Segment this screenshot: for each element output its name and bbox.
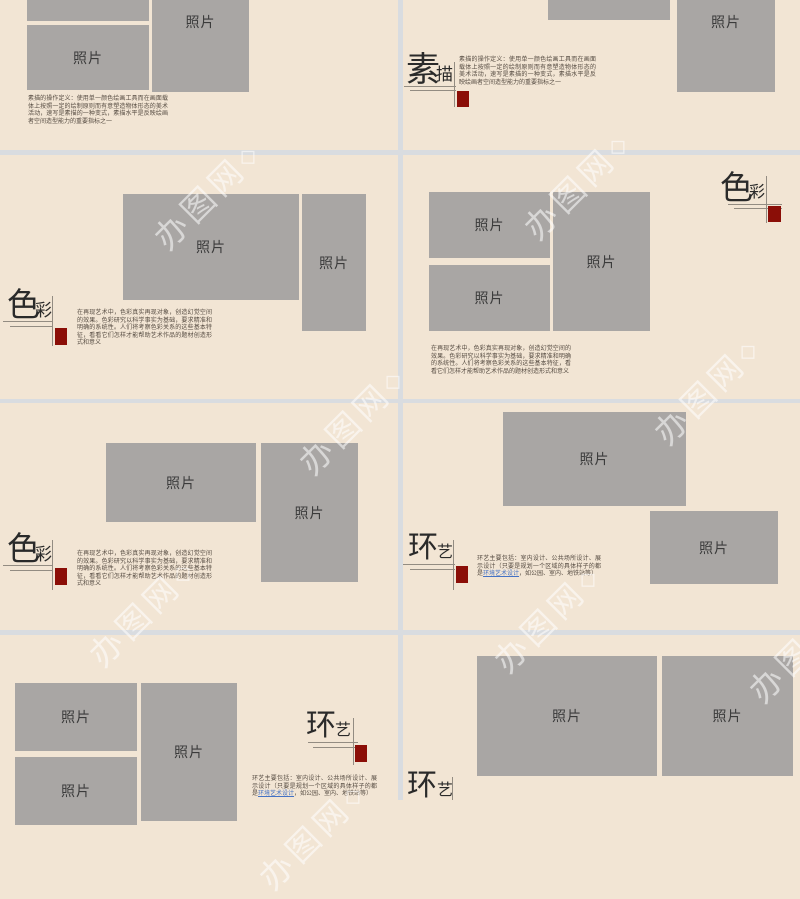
photo-placeholder-label: 照片 <box>699 539 729 556</box>
photo-placeholder-label: 照片 <box>73 49 103 66</box>
title-tick <box>766 176 767 223</box>
photo-placeholder-label: 照片 <box>185 14 216 30</box>
accent-square <box>456 566 468 583</box>
title-underline <box>410 569 455 570</box>
photo-placeholder: 照片 <box>15 757 137 825</box>
photo-placeholder: 照片 <box>27 25 149 90</box>
photo-placeholder: 照片 <box>650 511 778 584</box>
title-underline <box>313 747 355 748</box>
title-tick <box>453 540 454 590</box>
photo-placeholder-label: 照片 <box>319 254 349 271</box>
title-underline <box>728 204 782 205</box>
photo-placeholder-label: 照片 <box>552 708 582 724</box>
accent-square <box>457 91 469 107</box>
photo-placeholder-label: 照片 <box>174 744 204 760</box>
title-underline <box>3 321 53 322</box>
photo-placeholder-label: 照片 <box>474 290 505 306</box>
env-art-design-link[interactable]: 环境艺术设计 <box>483 571 520 578</box>
title-underline <box>410 90 456 91</box>
slide5-title-big: 色 <box>7 530 40 567</box>
slide7-description-pre: 环艺主要包括：室内设计、公共场所设计、展示设计（只要是规划一个区域的具体样子的都… <box>252 776 377 798</box>
slide8-title-small: 艺 <box>437 782 454 799</box>
title-underline <box>10 570 53 571</box>
slide7-description: 环艺主要包括：室内设计、公共场所设计、展示设计（只要是规划一个区域的具体样子的都… <box>252 776 377 799</box>
slide4-title-big: 色 <box>720 169 753 206</box>
title-tick <box>353 718 354 765</box>
title-underline <box>3 565 53 566</box>
slide4-title-small: 彩 <box>749 184 766 201</box>
title-underline <box>734 208 782 209</box>
photo-placeholder: 照片 <box>429 192 550 258</box>
photo-placeholder: 照片 <box>548 0 670 20</box>
slide7-title-small: 艺 <box>335 722 352 739</box>
photo-placeholder: 照片 <box>553 192 650 331</box>
title-tick <box>454 62 455 107</box>
slide3-title-big: 色 <box>7 286 40 323</box>
slide4-description: 在再现艺术中，色彩真实再现对象，创造幻觉空间的效果。色彩研究以科学事实为基础，要… <box>431 346 571 375</box>
slide1-description: 素描的操作定义：使用单一颜色绘画工具而在画面载体上按照一定的绘制原则而有意塑造物… <box>28 96 168 125</box>
accent-square <box>768 206 781 222</box>
photo-placeholder: 照片 <box>503 412 686 506</box>
photo-placeholder: 照片 <box>302 194 366 331</box>
photo-placeholder: 照片 <box>677 0 775 92</box>
slide6-title-small: 艺 <box>437 544 454 561</box>
photo-placeholder-label: 照片 <box>712 708 743 724</box>
photo-placeholder: 照片 <box>662 656 793 776</box>
photo-placeholder-label: 照片 <box>196 239 226 255</box>
slide6-description-post: ，如公园、室内、地铁站等） <box>519 571 598 578</box>
title-tick <box>52 540 53 590</box>
slide2-title-small: 描 <box>436 65 453 84</box>
title-tick <box>52 296 53 346</box>
photo-placeholder: 照片 <box>261 443 358 582</box>
title-tick <box>452 777 453 800</box>
photo-placeholder-label: 照片 <box>166 474 196 491</box>
slide3-title-small: 彩 <box>35 301 52 320</box>
photo-placeholder-label: 照片 <box>711 14 741 30</box>
slide3-description: 在再现艺术中，色彩真实再现对象，创造幻觉空间的效果。色彩研究以科学事实为基础，要… <box>77 310 212 347</box>
slide6-description: 环艺主要包括：室内设计、公共场所设计、展示设计（只要是规划一个区域的具体样子的都… <box>477 556 601 579</box>
photo-placeholder: 照片 <box>141 683 237 821</box>
photo-placeholder: 照片 <box>123 194 299 300</box>
title-underline <box>308 742 358 743</box>
photo-placeholder: 照片 <box>152 0 249 92</box>
env-art-design-link[interactable]: 环境艺术设计 <box>258 791 295 798</box>
photo-placeholder: 照片 <box>106 443 256 522</box>
photo-placeholder: 照片 <box>429 265 550 331</box>
accent-square <box>55 328 67 345</box>
photo-placeholder: 照片 <box>477 656 657 776</box>
slide2-description: 素描的操作定义：使用单一颜色绘画工具而在画面载体上按照一定的绘制原则而有意塑造物… <box>459 57 596 86</box>
slide8-title-big: 环 <box>407 769 437 802</box>
slide6-title-big: 环 <box>408 531 438 564</box>
accent-square <box>355 745 367 762</box>
slide5-description: 在再现艺术中，色彩真实再现对象，创造幻觉空间的效果。色彩研究以科学事实为基础，要… <box>77 551 212 588</box>
accent-square <box>55 568 67 585</box>
slide7-title-big: 环 <box>306 709 336 742</box>
title-underline <box>403 564 455 565</box>
photo-placeholder-label: 照片 <box>586 253 617 270</box>
title-underline <box>404 86 456 87</box>
photo-placeholder: 照片 <box>15 683 137 751</box>
photo-placeholder-label: 照片 <box>61 709 91 725</box>
title-underline <box>10 326 53 327</box>
slide6-description-pre: 环艺主要包括：室内设计、公共场所设计、展示设计（只要是规划一个区域的具体样子的都… <box>477 556 601 578</box>
photo-placeholder-label: 照片 <box>294 504 325 521</box>
photo-placeholder: 照片 <box>27 0 149 21</box>
slide5-title-small: 彩 <box>35 545 52 564</box>
photo-placeholder-label: 照片 <box>579 451 610 467</box>
divider-vertical <box>398 0 403 800</box>
slide2-title-big: 素 <box>406 51 440 89</box>
photo-placeholder-label: 照片 <box>61 783 91 799</box>
slide7-description-post: ，如公园、室内、地铁站等） <box>294 791 373 798</box>
photo-placeholder-label: 照片 <box>474 217 505 233</box>
